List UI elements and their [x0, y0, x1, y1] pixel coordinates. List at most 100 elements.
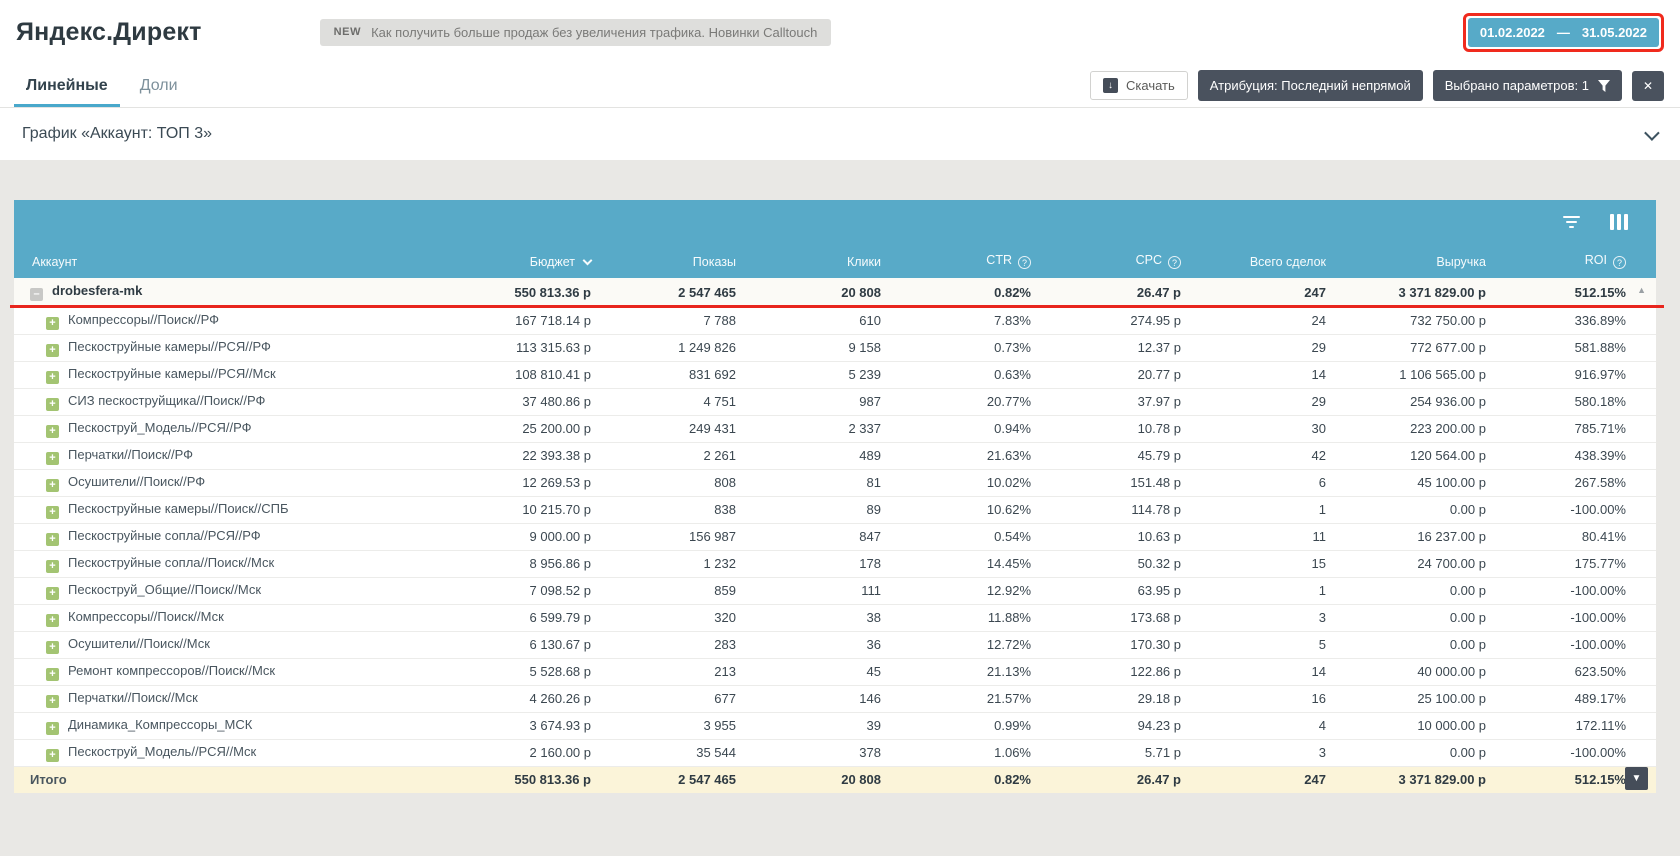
- value-cell: 156 987: [611, 523, 756, 551]
- expand-icon[interactable]: +: [46, 721, 59, 735]
- name-cell: + Компрессоры//Поиск//РФ: [14, 307, 451, 335]
- name-cell: + Пескоструйные камеры//РСЯ//Мск: [14, 361, 451, 389]
- value-cell: 114.78 р: [1051, 496, 1201, 524]
- campaign-row[interactable]: + Пескоструйные камеры//РСЯ//РФ 113 315.63…: [14, 334, 1656, 362]
- value-cell: 0.73%: [901, 334, 1051, 362]
- value-cell: 10.78 р: [1051, 415, 1201, 443]
- campaign-row[interactable]: + Пескоструйные сопла//Поиск//Мск 8 956.86…: [14, 550, 1656, 578]
- value-cell: 20 808: [756, 765, 901, 793]
- value-cell: 14: [1201, 361, 1346, 389]
- help-icon[interactable]: ?: [1168, 256, 1181, 269]
- value-cell: 7 788: [611, 307, 756, 335]
- expand-icon[interactable]: +: [46, 532, 59, 546]
- promo-banner[interactable]: NEW Как получить больше продаж без увели…: [319, 18, 832, 46]
- expand-icon[interactable]: +: [46, 343, 59, 357]
- help-icon[interactable]: ?: [1613, 256, 1626, 269]
- campaign-row[interactable]: + Перчатки//Поиск//Мск 4 260.26 р 677 146 21.…: [14, 685, 1656, 713]
- value-cell: 2 547 465: [611, 278, 756, 308]
- col-roi[interactable]: ROI?: [1506, 244, 1656, 278]
- value-cell: 113 315.63 р: [451, 334, 611, 362]
- campaign-row[interactable]: + Пескоструй_Модель//РСЯ//РФ 25 200.00 р 24…: [14, 415, 1656, 443]
- name-cell: + Пескоструй_Модель//РСЯ//Мск: [14, 739, 451, 767]
- value-cell: 10 215.70 р: [451, 496, 611, 524]
- col-cpc[interactable]: CPC?: [1051, 244, 1201, 278]
- scroll-up-arrow[interactable]: ▲: [1637, 285, 1646, 295]
- expand-icon[interactable]: +: [46, 613, 59, 627]
- col-ctr[interactable]: CTR?: [901, 244, 1051, 278]
- value-cell: 21.57%: [901, 685, 1051, 713]
- col-clicks[interactable]: Клики: [756, 244, 901, 278]
- expand-icon[interactable]: +: [46, 424, 59, 438]
- campaign-row[interactable]: + Пескоструй_Модель//РСЯ//Мск 2 160.00 р 35…: [14, 739, 1656, 767]
- date-to: 31.05.2022: [1581, 24, 1647, 40]
- campaign-row[interactable]: + Осушители//Поиск//Мск 6 130.67 р 283 36 12.…: [14, 631, 1656, 659]
- date-range-picker[interactable]: 01.02.2022 — 31.05.2022: [1467, 17, 1659, 47]
- value-cell: 489.17%: [1506, 685, 1656, 713]
- campaign-row[interactable]: + СИЗ пескоструйщика//Поиск//РФ 37 480.86 …: [14, 388, 1656, 416]
- campaign-row[interactable]: + Пескоструйные камеры//РСЯ//Мск 108 810.4…: [14, 361, 1656, 389]
- campaign-name: Пескоструйные сопла//Поиск//Мск: [68, 554, 275, 570]
- params-filter-button[interactable]: Выбрано параметров: 1: [1432, 70, 1622, 101]
- col-revenue[interactable]: Выручка: [1346, 244, 1506, 278]
- name-cell: – drobesfera-mk: [14, 278, 451, 308]
- expand-icon[interactable]: +: [46, 667, 59, 681]
- campaign-name: Осушители//Поиск//РФ: [68, 473, 206, 489]
- expand-icon[interactable]: +: [46, 559, 59, 573]
- value-cell: 1: [1201, 577, 1346, 605]
- campaign-row[interactable]: + Компрессоры//Поиск//Мск 6 599.79 р 320 38 1…: [14, 604, 1656, 632]
- expand-icon[interactable]: +: [46, 478, 59, 492]
- row-filter-icon[interactable]: [1563, 213, 1580, 231]
- value-cell: 0.99%: [901, 712, 1051, 740]
- value-cell: 122.86 р: [1051, 658, 1201, 686]
- expand-icon[interactable]: +: [46, 748, 59, 762]
- name-cell: + Пескоструйные камеры//Поиск//СПБ: [14, 496, 451, 524]
- value-cell: 20 808: [756, 278, 901, 308]
- graph-panel[interactable]: График «Аккаунт: ТОП 3»: [0, 108, 1680, 160]
- params-label: Выбрано параметров: 1: [1444, 78, 1589, 93]
- col-budget[interactable]: Бюджет: [451, 244, 611, 278]
- expand-icon[interactable]: +: [46, 640, 59, 654]
- value-cell: 25 200.00 р: [451, 415, 611, 443]
- col-account[interactable]: Аккаунт: [14, 244, 451, 278]
- col-deals[interactable]: Всего сделок: [1201, 244, 1346, 278]
- attribution-button[interactable]: Атрибуция: Последний непрямой: [1197, 70, 1423, 101]
- value-cell: 1.06%: [901, 739, 1051, 767]
- collapse-icon[interactable]: –: [30, 288, 43, 302]
- value-cell: 16 237.00 р: [1346, 523, 1506, 551]
- help-icon[interactable]: ?: [1018, 256, 1031, 269]
- value-cell: 11: [1201, 523, 1346, 551]
- value-cell: 38: [756, 604, 901, 632]
- campaign-row[interactable]: + Осушители//Поиск//РФ 12 269.53 р 808 81 10.…: [14, 469, 1656, 497]
- expand-icon[interactable]: +: [46, 397, 59, 411]
- value-cell: 223 200.00 р: [1346, 415, 1506, 443]
- value-cell: 489: [756, 442, 901, 470]
- close-filters-button[interactable]: ✕: [1631, 70, 1664, 101]
- expand-icon[interactable]: +: [46, 586, 59, 600]
- expand-icon[interactable]: +: [46, 694, 59, 708]
- tab-shares[interactable]: Доли: [139, 77, 178, 94]
- campaign-row[interactable]: + Ремонт компрессоров//Поиск//Мск 5 528.68…: [14, 658, 1656, 686]
- scroll-down-button[interactable]: ▼: [1625, 767, 1648, 790]
- campaign-row[interactable]: + Пескоструйные камеры//Поиск//СПБ 10 215.…: [14, 496, 1656, 524]
- expand-icon[interactable]: +: [46, 370, 59, 384]
- expand-icon[interactable]: +: [46, 316, 59, 330]
- col-shows[interactable]: Показы: [611, 244, 756, 278]
- value-cell: 831 692: [611, 361, 756, 389]
- value-cell: 146: [756, 685, 901, 713]
- table-header-row: Аккаунт Бюджет Показы Клики CTR? CPC? Вс…: [14, 244, 1656, 278]
- expand-icon[interactable]: +: [46, 451, 59, 465]
- expand-icon[interactable]: +: [46, 505, 59, 519]
- value-cell: 89: [756, 496, 901, 524]
- tab-linear[interactable]: Линейные: [14, 64, 120, 107]
- campaign-name: Пескоструйные камеры//РСЯ//РФ: [68, 338, 271, 354]
- columns-icon[interactable]: [1610, 214, 1628, 230]
- download-button[interactable]: ↓ Скачать: [1090, 71, 1188, 100]
- chevron-down-icon[interactable]: [1644, 124, 1660, 141]
